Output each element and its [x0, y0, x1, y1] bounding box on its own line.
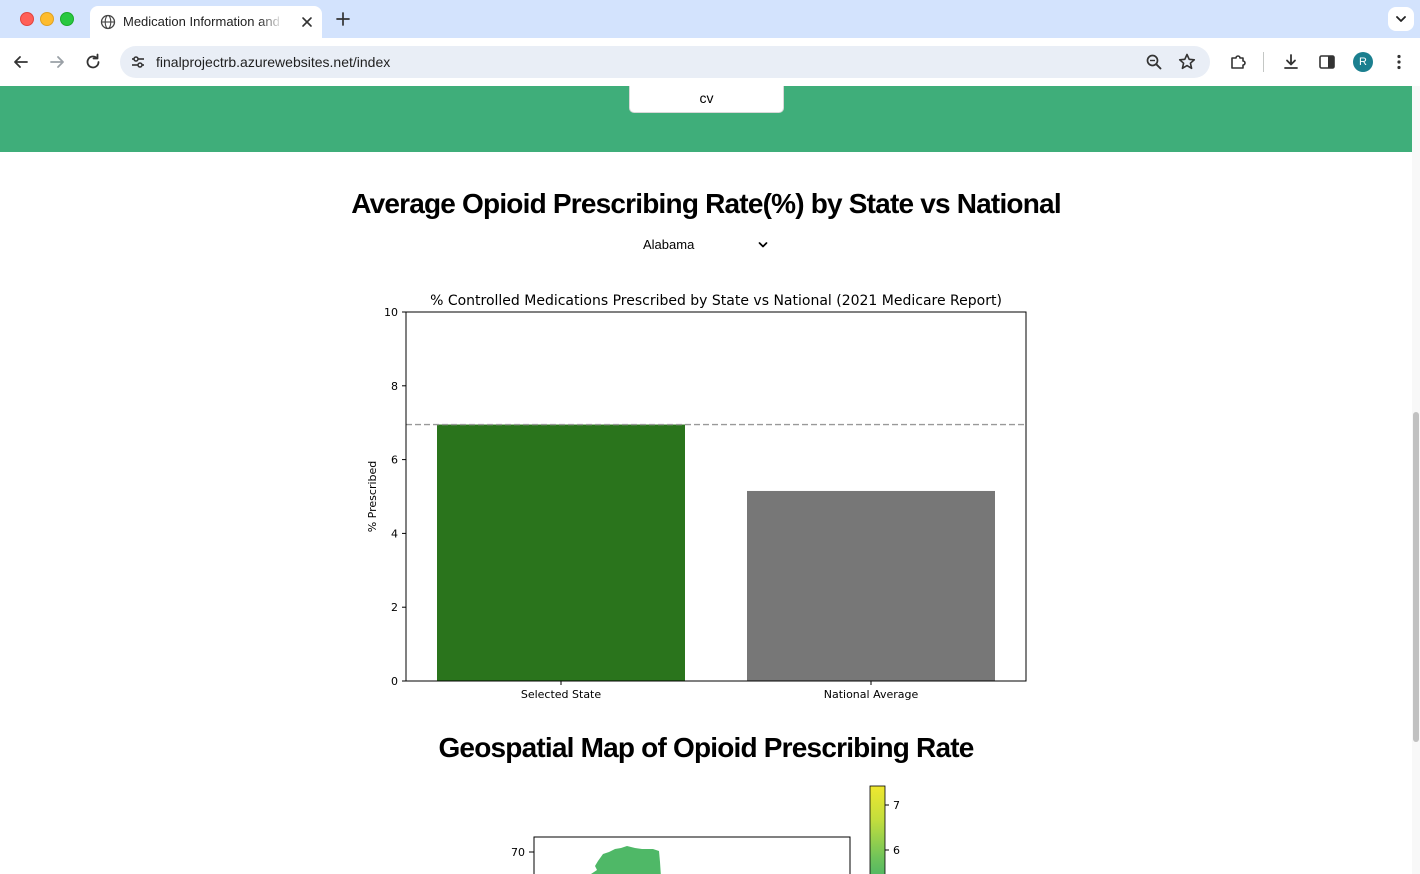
minimize-window-button[interactable] [40, 12, 54, 26]
scrollbar-thumb[interactable] [1413, 412, 1419, 742]
y-tick-label: 2 [391, 601, 398, 614]
map-axes-frame [533, 836, 851, 874]
url-text: finalprojectrb.azurewebsites.net/index [156, 54, 391, 70]
forward-icon[interactable] [47, 52, 67, 72]
close-tab-icon[interactable] [299, 14, 315, 30]
map-colorbar [869, 785, 886, 874]
page-viewport: cv Average Opioid Prescribing Rate(%) by… [0, 86, 1412, 874]
toolbar-divider [1263, 52, 1264, 72]
chevron-down-icon [758, 242, 768, 248]
chevron-down-icon [1396, 16, 1406, 22]
close-window-button[interactable] [20, 12, 34, 26]
new-tab-icon[interactable] [334, 10, 352, 28]
more-menu-icon[interactable] [1389, 52, 1409, 72]
tab-search-button[interactable] [1388, 7, 1414, 31]
back-icon[interactable] [11, 52, 31, 72]
bar-selected-state [437, 424, 685, 681]
axes-frame [405, 311, 1027, 682]
y-tick-label: 10 [384, 306, 398, 319]
y-tick-label: 4 [391, 527, 398, 540]
tab-title: Medication Information and S [123, 12, 283, 32]
map-y-tick-label: 70 [511, 846, 525, 859]
download-icon[interactable] [1281, 52, 1301, 72]
x-tick-label: National Average [824, 688, 919, 701]
opioid-rate-title: Average Opioid Prescribing Rate(%) by St… [351, 188, 1061, 219]
address-bar[interactable]: finalprojectrb.azurewebsites.net/index [120, 46, 1210, 78]
browser-toolbar: finalprojectrb.azurewebsites.net/index R [0, 38, 1420, 87]
alaska-shape [591, 846, 661, 874]
x-tick-label: Selected State [521, 688, 602, 701]
chart-title: % Controlled Medications Prescribed by S… [430, 293, 1002, 309]
y-tick-label: 0 [391, 675, 398, 688]
bar-chart: Selected State National Average 0 2 4 6 8 10 % C… [366, 293, 1027, 701]
maximize-window-button[interactable] [60, 12, 74, 26]
state-select-value: Alabama [643, 237, 695, 252]
extensions-icon[interactable] [1228, 52, 1248, 72]
tab-strip: Medication Information and S [0, 0, 1420, 38]
y-axis-label: % Prescribed [366, 461, 379, 533]
reload-icon[interactable] [83, 52, 103, 72]
bookmark-star-icon[interactable] [1177, 52, 1197, 72]
colorbar-tick-label: 6 [893, 844, 900, 857]
y-tick-label: 8 [391, 380, 398, 393]
state-select[interactable]: Alabama [637, 235, 773, 255]
side-panel-icon[interactable] [1317, 52, 1337, 72]
globe-icon [100, 14, 116, 30]
browser-tab[interactable]: Medication Information and S [90, 6, 322, 38]
colorbar-tick-label: 7 [893, 799, 900, 812]
bar-national-average [747, 490, 995, 681]
geospatial-map: 70 7 6 [511, 785, 900, 874]
geospatial-map-title: Geospatial Map of Opioid Prescribing Rat… [438, 732, 974, 763]
cv-link[interactable]: cv [629, 86, 784, 113]
zoom-icon[interactable] [1144, 52, 1164, 72]
site-info-icon[interactable] [128, 52, 148, 72]
y-tick-label: 6 [391, 454, 398, 467]
profile-avatar[interactable]: R [1353, 52, 1373, 72]
